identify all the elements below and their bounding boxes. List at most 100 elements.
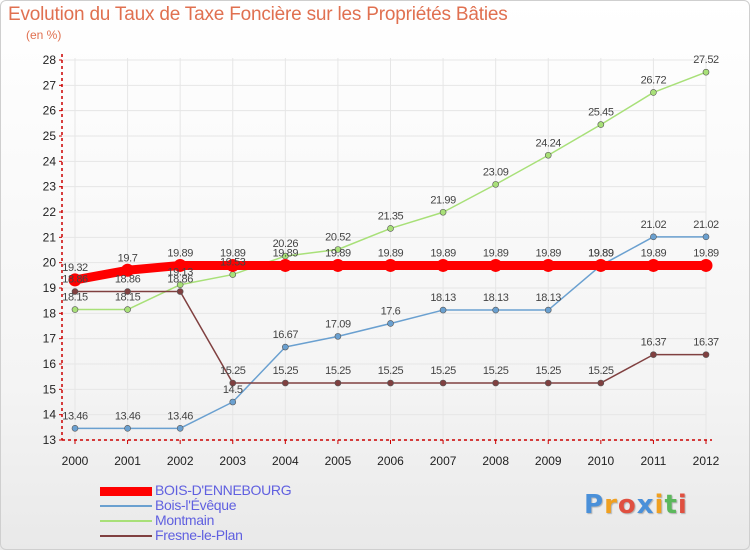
data-label: 21.02 bbox=[693, 219, 719, 231]
data-point bbox=[278, 258, 292, 272]
data-point bbox=[229, 398, 237, 406]
y-tick-label: 19 bbox=[43, 281, 57, 295]
data-label: 19.89 bbox=[167, 247, 193, 259]
data-point bbox=[176, 425, 184, 432]
x-tick-label: 2008 bbox=[482, 454, 509, 468]
y-tick-label: 23 bbox=[43, 180, 57, 194]
x-tick-label: 2001 bbox=[114, 454, 141, 468]
data-label: 21.35 bbox=[378, 210, 404, 222]
x-tick-label: 2012 bbox=[693, 454, 720, 468]
data-label: 21.99 bbox=[430, 194, 456, 206]
data-point bbox=[436, 258, 450, 272]
y-tick-label: 26 bbox=[43, 104, 57, 118]
data-label: 13.46 bbox=[62, 410, 88, 422]
x-tick-label: 2000 bbox=[62, 454, 89, 468]
data-label: 15.25 bbox=[325, 365, 351, 377]
chart-subtitle: (en %) bbox=[26, 28, 62, 42]
y-tick-label: 20 bbox=[43, 256, 57, 270]
data-label: 24.24 bbox=[535, 137, 561, 149]
data-label: 18.86 bbox=[62, 274, 88, 286]
data-label: 20.26 bbox=[273, 238, 299, 250]
data-point bbox=[492, 306, 499, 314]
data-point bbox=[439, 306, 447, 314]
legend-label: Fresne-le-Plan bbox=[155, 527, 243, 543]
x-tick-label: 2009 bbox=[535, 454, 562, 468]
data-point bbox=[387, 320, 394, 327]
data-label: 19.32 bbox=[62, 262, 88, 274]
data-label: 19.89 bbox=[588, 247, 614, 259]
y-tick-label: 25 bbox=[43, 129, 57, 143]
data-label: 19.89 bbox=[273, 247, 299, 259]
data-label: 16.37 bbox=[693, 337, 719, 349]
data-point bbox=[699, 258, 713, 272]
data-point bbox=[387, 225, 394, 232]
logo-letter: x bbox=[636, 490, 655, 520]
data-label: 16.37 bbox=[641, 337, 667, 349]
data-label: 18.13 bbox=[430, 292, 456, 304]
data-point bbox=[702, 233, 710, 241]
x-tick-label: 2010 bbox=[587, 454, 614, 468]
data-point bbox=[124, 425, 131, 432]
logo-letter: t bbox=[664, 490, 678, 520]
data-label: 19.89 bbox=[693, 247, 719, 259]
data-label: 19.89 bbox=[430, 247, 456, 259]
data-label: 15.25 bbox=[378, 365, 404, 377]
data-label: 19.89 bbox=[325, 247, 351, 259]
data-point bbox=[439, 208, 447, 216]
y-tick-label: 14 bbox=[43, 408, 57, 422]
data-label: 19.89 bbox=[220, 247, 246, 259]
y-tick-label: 13 bbox=[43, 433, 57, 447]
data-point bbox=[124, 306, 131, 313]
data-point bbox=[334, 246, 342, 253]
y-tick-label: 22 bbox=[43, 205, 57, 219]
y-tick-label: 24 bbox=[43, 154, 57, 168]
data-point bbox=[331, 258, 345, 272]
data-point bbox=[650, 351, 657, 358]
data-label: 15.25 bbox=[430, 365, 456, 377]
data-point bbox=[646, 258, 660, 272]
data-point bbox=[544, 151, 552, 159]
data-point bbox=[176, 288, 184, 295]
x-tick-label: 2007 bbox=[430, 454, 457, 468]
legend-label: Bois-l'Évêque bbox=[155, 497, 237, 513]
data-point bbox=[334, 333, 342, 340]
data-label: 19.53 bbox=[220, 257, 246, 269]
data-point bbox=[702, 68, 710, 76]
data-label: 19.89 bbox=[535, 247, 561, 259]
y-tick-label: 15 bbox=[43, 382, 57, 396]
data-label: 18.13 bbox=[535, 292, 561, 304]
data-label: 13.46 bbox=[115, 410, 141, 422]
data-label: 23.09 bbox=[483, 166, 509, 178]
data-label: 14.5 bbox=[223, 384, 243, 396]
data-point bbox=[544, 379, 552, 387]
data-label: 18.86 bbox=[167, 274, 193, 286]
data-point bbox=[226, 258, 240, 272]
data-point bbox=[650, 89, 657, 96]
data-point bbox=[387, 379, 394, 387]
data-label: 18.13 bbox=[483, 292, 509, 304]
data-label: 19.7 bbox=[118, 252, 138, 264]
data-label: 21.02 bbox=[641, 219, 667, 231]
data-label: 15.25 bbox=[220, 365, 246, 377]
logo-letter: P bbox=[584, 490, 605, 520]
data-label: 19.13 bbox=[167, 267, 193, 279]
data-label: 15.25 bbox=[273, 365, 299, 377]
data-label: 16.67 bbox=[273, 329, 299, 341]
proxiti-logo: Proxiti bbox=[584, 490, 688, 520]
y-tick-label: 21 bbox=[43, 230, 57, 244]
data-label: 15.25 bbox=[588, 365, 614, 377]
data-point bbox=[492, 181, 499, 188]
data-label: 18.15 bbox=[115, 292, 141, 304]
data-point bbox=[650, 233, 657, 241]
data-label: 18.15 bbox=[62, 292, 88, 304]
data-label: 19.89 bbox=[378, 247, 404, 259]
data-point bbox=[71, 288, 79, 295]
legend-swatch bbox=[100, 520, 152, 522]
chart-title: Evolution du Taux de Taxe Foncière sur l… bbox=[8, 4, 508, 25]
data-label: 26.72 bbox=[641, 74, 667, 86]
legend-label: Montmain bbox=[155, 512, 215, 528]
data-point bbox=[594, 258, 608, 272]
data-point bbox=[492, 379, 499, 387]
data-label: 27.52 bbox=[693, 54, 719, 66]
data-point bbox=[68, 273, 82, 287]
